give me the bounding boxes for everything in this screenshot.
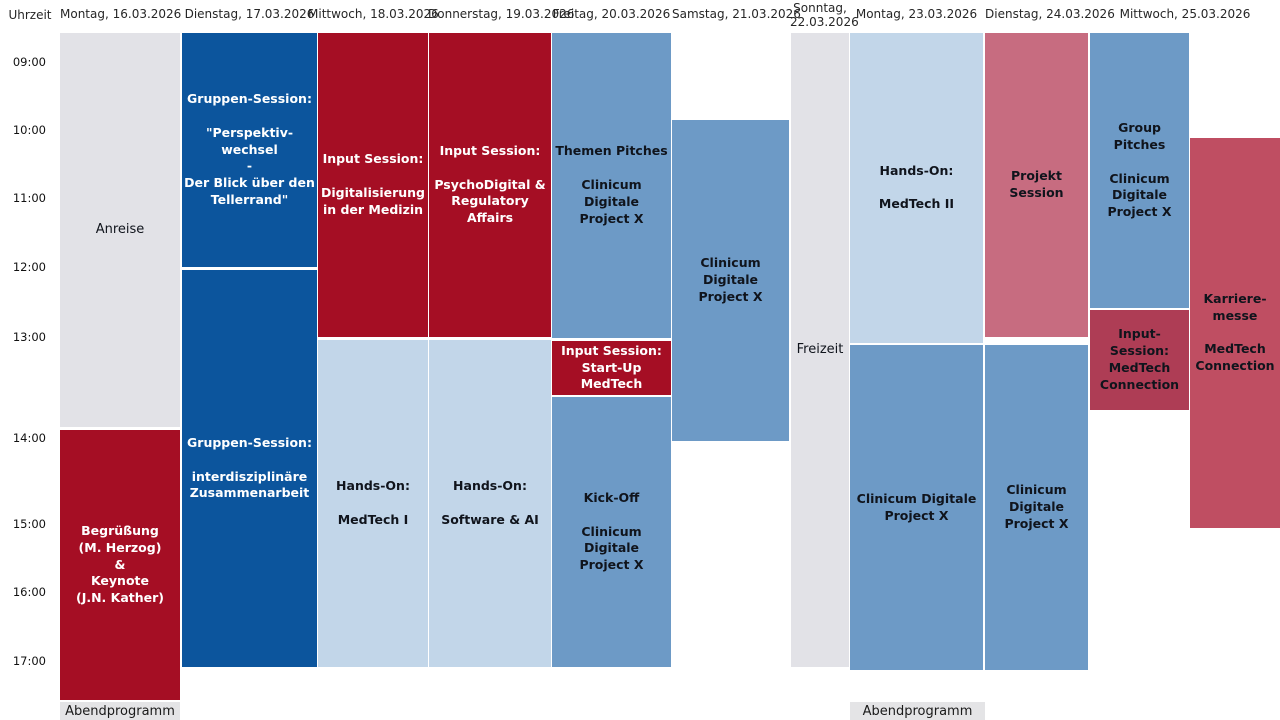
event-karrieremesse: Karriere- messe MedTech Connection xyxy=(1190,138,1280,528)
time-tick-1400: 14:00 xyxy=(12,431,46,445)
event-hands-on-medtech-2: Hands-On: MedTech II xyxy=(850,33,983,343)
event-clinicum-project-x-mon: Clinicum Digitale Project X xyxy=(850,345,983,670)
time-tick-1200: 12:00 xyxy=(12,260,46,274)
event-gruppen-session-interdisziplinaer: Gruppen-Session: interdisziplinäre Zusam… xyxy=(182,270,317,667)
time-tick-1300: 13:00 xyxy=(12,330,46,344)
time-tick-1700: 17:00 xyxy=(12,654,46,668)
event-hands-on-software-ai: Hands-On: Software & AI xyxy=(429,340,551,667)
event-gruppen-session-perspektivwechsel: Gruppen-Session: "Perspektiv- wechsel - … xyxy=(182,33,317,267)
event-input-startup-medtech: Input Session: Start-Up MedTech xyxy=(552,341,671,395)
event-input-digitalisierung: Input Session: Digitalisierung in der Me… xyxy=(318,33,428,337)
event-group-pitches: Group Pitches Clinicum Digitale Project … xyxy=(1090,33,1189,308)
day-header-dienstag-24: Dienstag, 24.03.2026 xyxy=(985,7,1115,21)
event-input-medtech-connection: Input-Session: MedTech Connection xyxy=(1090,310,1189,410)
event-clinicum-project-x-sat: Clinicum Digitale Project X xyxy=(672,120,789,441)
event-input-psychodigital: Input Session: PsychoDigital & Regulator… xyxy=(429,33,551,337)
abendprogramm-label-right: Abendprogramm xyxy=(850,702,985,720)
event-begruessung-keynote: Begrüßung (M. Herzog) & Keynote (J.N. Ka… xyxy=(60,430,180,700)
day-header-montag-16: Montag, 16.03.2026 xyxy=(60,7,182,21)
time-tick-1100: 11:00 xyxy=(12,191,46,205)
day-header-freitag-20: Freitag, 20.03.2026 xyxy=(552,7,671,21)
event-themen-pitches: Themen Pitches Clinicum Digitale Project… xyxy=(552,33,671,338)
event-clinicum-project-x-tue: Clinicum Digitale Project X xyxy=(985,345,1088,670)
day-header-sonntag-22: Sonntag, 22.03.2026 xyxy=(790,1,859,29)
day-header-donnerstag-19: Donnerstag, 19.03.2026 xyxy=(428,7,575,21)
time-axis-label: Uhrzeit xyxy=(8,8,52,22)
day-header-mittwoch-18: Mittwoch, 18.03.2026 xyxy=(308,7,439,21)
time-tick-1500: 15:00 xyxy=(12,517,46,531)
day-header-montag-23: Montag, 23.03.2026 xyxy=(855,7,978,21)
day-header-mittwoch-25: Mittwoch, 25.03.2026 xyxy=(1119,7,1251,21)
time-tick-1000: 10:00 xyxy=(12,123,46,137)
time-tick-1600: 16:00 xyxy=(12,585,46,599)
event-anreise: Anreise xyxy=(60,33,180,427)
event-projekt-session: Projekt Session xyxy=(985,33,1088,337)
day-header-samstag-21: Samstag, 21.03.2026 xyxy=(672,7,801,21)
event-freizeit: Freizeit xyxy=(791,33,849,667)
time-tick-0900: 09:00 xyxy=(12,55,46,69)
event-hands-on-medtech-1: Hands-On: MedTech I xyxy=(318,340,428,667)
day-header-dienstag-17: Dienstag, 17.03.2026 xyxy=(184,7,315,21)
event-kickoff-clinicum: Kick-Off Clinicum Digitale Project X xyxy=(552,397,671,667)
abendprogramm-label-left: Abendprogramm xyxy=(60,702,180,720)
